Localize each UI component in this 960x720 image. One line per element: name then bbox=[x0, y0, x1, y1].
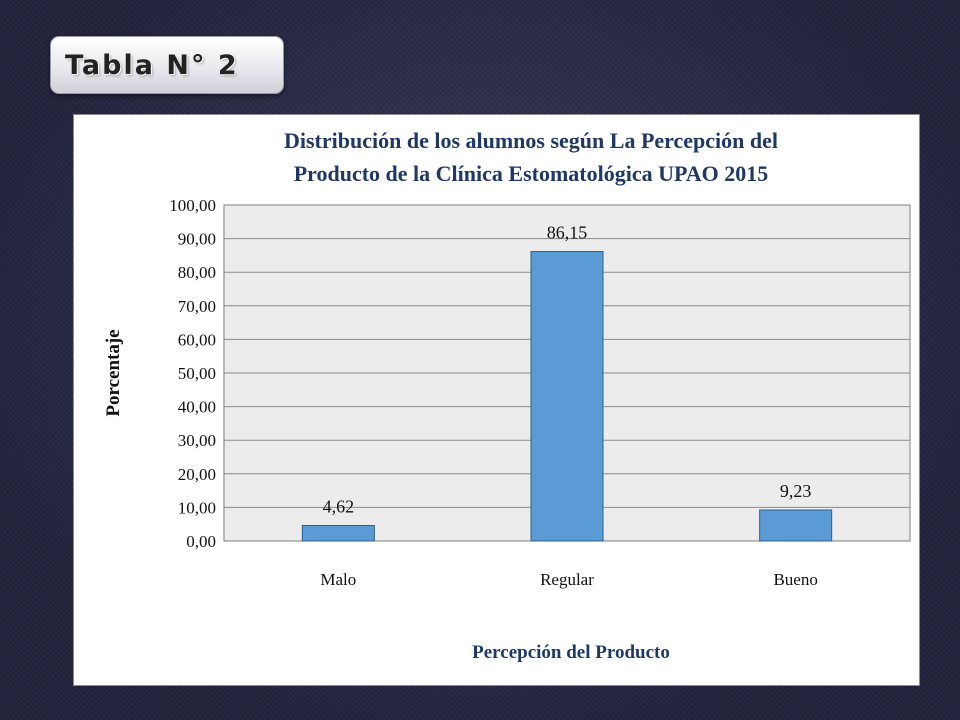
data-label-regular: 86,15 bbox=[547, 223, 588, 243]
x-tick-labels: Malo Regular Bueno bbox=[320, 570, 817, 589]
bars bbox=[301, 251, 833, 542]
data-labels: 4,62 86,15 9,23 bbox=[323, 223, 812, 517]
slide-title: Tabla N° 2 bbox=[65, 49, 239, 81]
y-tick-label: 0,00 bbox=[186, 532, 216, 551]
y-tick-label: 30,00 bbox=[178, 431, 216, 450]
y-tick-label: 50,00 bbox=[178, 364, 216, 383]
y-axis-title: Porcentaje bbox=[103, 329, 124, 416]
y-tick-label: 80,00 bbox=[178, 263, 216, 282]
x-tick-label-bueno: Bueno bbox=[773, 570, 817, 589]
y-tick-labels: 0,00 10,00 20,00 30,00 40,00 50,00 60,00 70,00 8… bbox=[169, 196, 216, 551]
x-tick-label-malo: Malo bbox=[320, 570, 356, 589]
chart-panel: Distribución de los alumnos según La Per… bbox=[73, 114, 920, 686]
slide-title-box: Tabla N° 2 bbox=[50, 36, 284, 94]
y-tick-label: 90,00 bbox=[178, 230, 216, 249]
y-tick-label: 40,00 bbox=[178, 398, 216, 417]
x-tick-label-regular: Regular bbox=[540, 570, 594, 589]
y-tick-label: 60,00 bbox=[178, 330, 216, 349]
bar-regular bbox=[530, 251, 604, 542]
data-label-bueno: 9,23 bbox=[780, 481, 812, 501]
chart-title-line-2: Producto de la Clínica Estomatológica UP… bbox=[294, 161, 769, 186]
y-tick-label: 100,00 bbox=[169, 196, 216, 215]
chart-title-line-1: Distribución de los alumnos según La Per… bbox=[284, 128, 778, 153]
y-tick-label: 70,00 bbox=[178, 297, 216, 316]
x-axis-title: Percepción del Producto bbox=[472, 642, 670, 663]
bar-chart: Distribución de los alumnos según La Per… bbox=[103, 128, 911, 663]
bar-bueno bbox=[759, 509, 833, 542]
y-tick-label: 10,00 bbox=[178, 498, 216, 517]
bar-malo bbox=[301, 524, 375, 542]
data-label-malo: 4,62 bbox=[323, 496, 355, 516]
y-tick-label: 20,00 bbox=[178, 465, 216, 484]
